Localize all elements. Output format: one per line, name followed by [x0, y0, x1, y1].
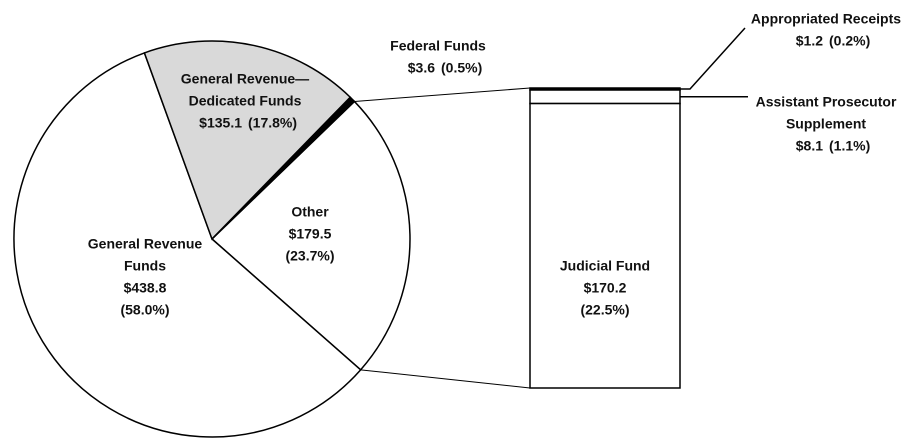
value-label: $1.2 [796, 33, 823, 49]
percent-label: (0.2%) [829, 33, 870, 49]
value-label: $170.2 [584, 280, 627, 296]
percent-label: (23.7%) [285, 248, 334, 264]
category-label: General Revenue [88, 236, 203, 252]
category-label: Appropriated Receipts [751, 11, 901, 27]
pie-slice [210, 100, 411, 371]
bar-segment [529, 102, 681, 389]
leader-line [680, 27, 746, 90]
value-label: $3.6 [408, 60, 435, 76]
value-label: $179.5 [289, 226, 332, 242]
connector [360, 369, 531, 389]
value-label: $438.8 [124, 280, 167, 296]
category-label: Federal Funds [390, 38, 486, 54]
percent-label: (22.5%) [580, 302, 629, 318]
category-label: Dedicated Funds [189, 93, 302, 109]
percent-label: (1.1%) [829, 138, 870, 154]
category-label: Judicial Fund [560, 258, 650, 274]
category-label: Supplement [786, 116, 866, 132]
percent-label: (58.0%) [120, 302, 169, 318]
category-label: Funds [124, 258, 166, 274]
connector [354, 87, 531, 102]
percent-label: (0.5%) [441, 60, 482, 76]
percent-label: (17.8%) [248, 115, 297, 131]
pie-slice [143, 40, 352, 241]
pie-slice [13, 51, 362, 438]
value-label: $135.1 [199, 115, 242, 131]
category-label: Other [291, 204, 329, 220]
category-label: Assistant Prosecutor [756, 94, 897, 110]
category-label: General Revenue— [181, 71, 309, 87]
pie-slice [211, 96, 356, 240]
bar-segment [529, 89, 681, 105]
value-label: $8.1 [796, 138, 823, 154]
